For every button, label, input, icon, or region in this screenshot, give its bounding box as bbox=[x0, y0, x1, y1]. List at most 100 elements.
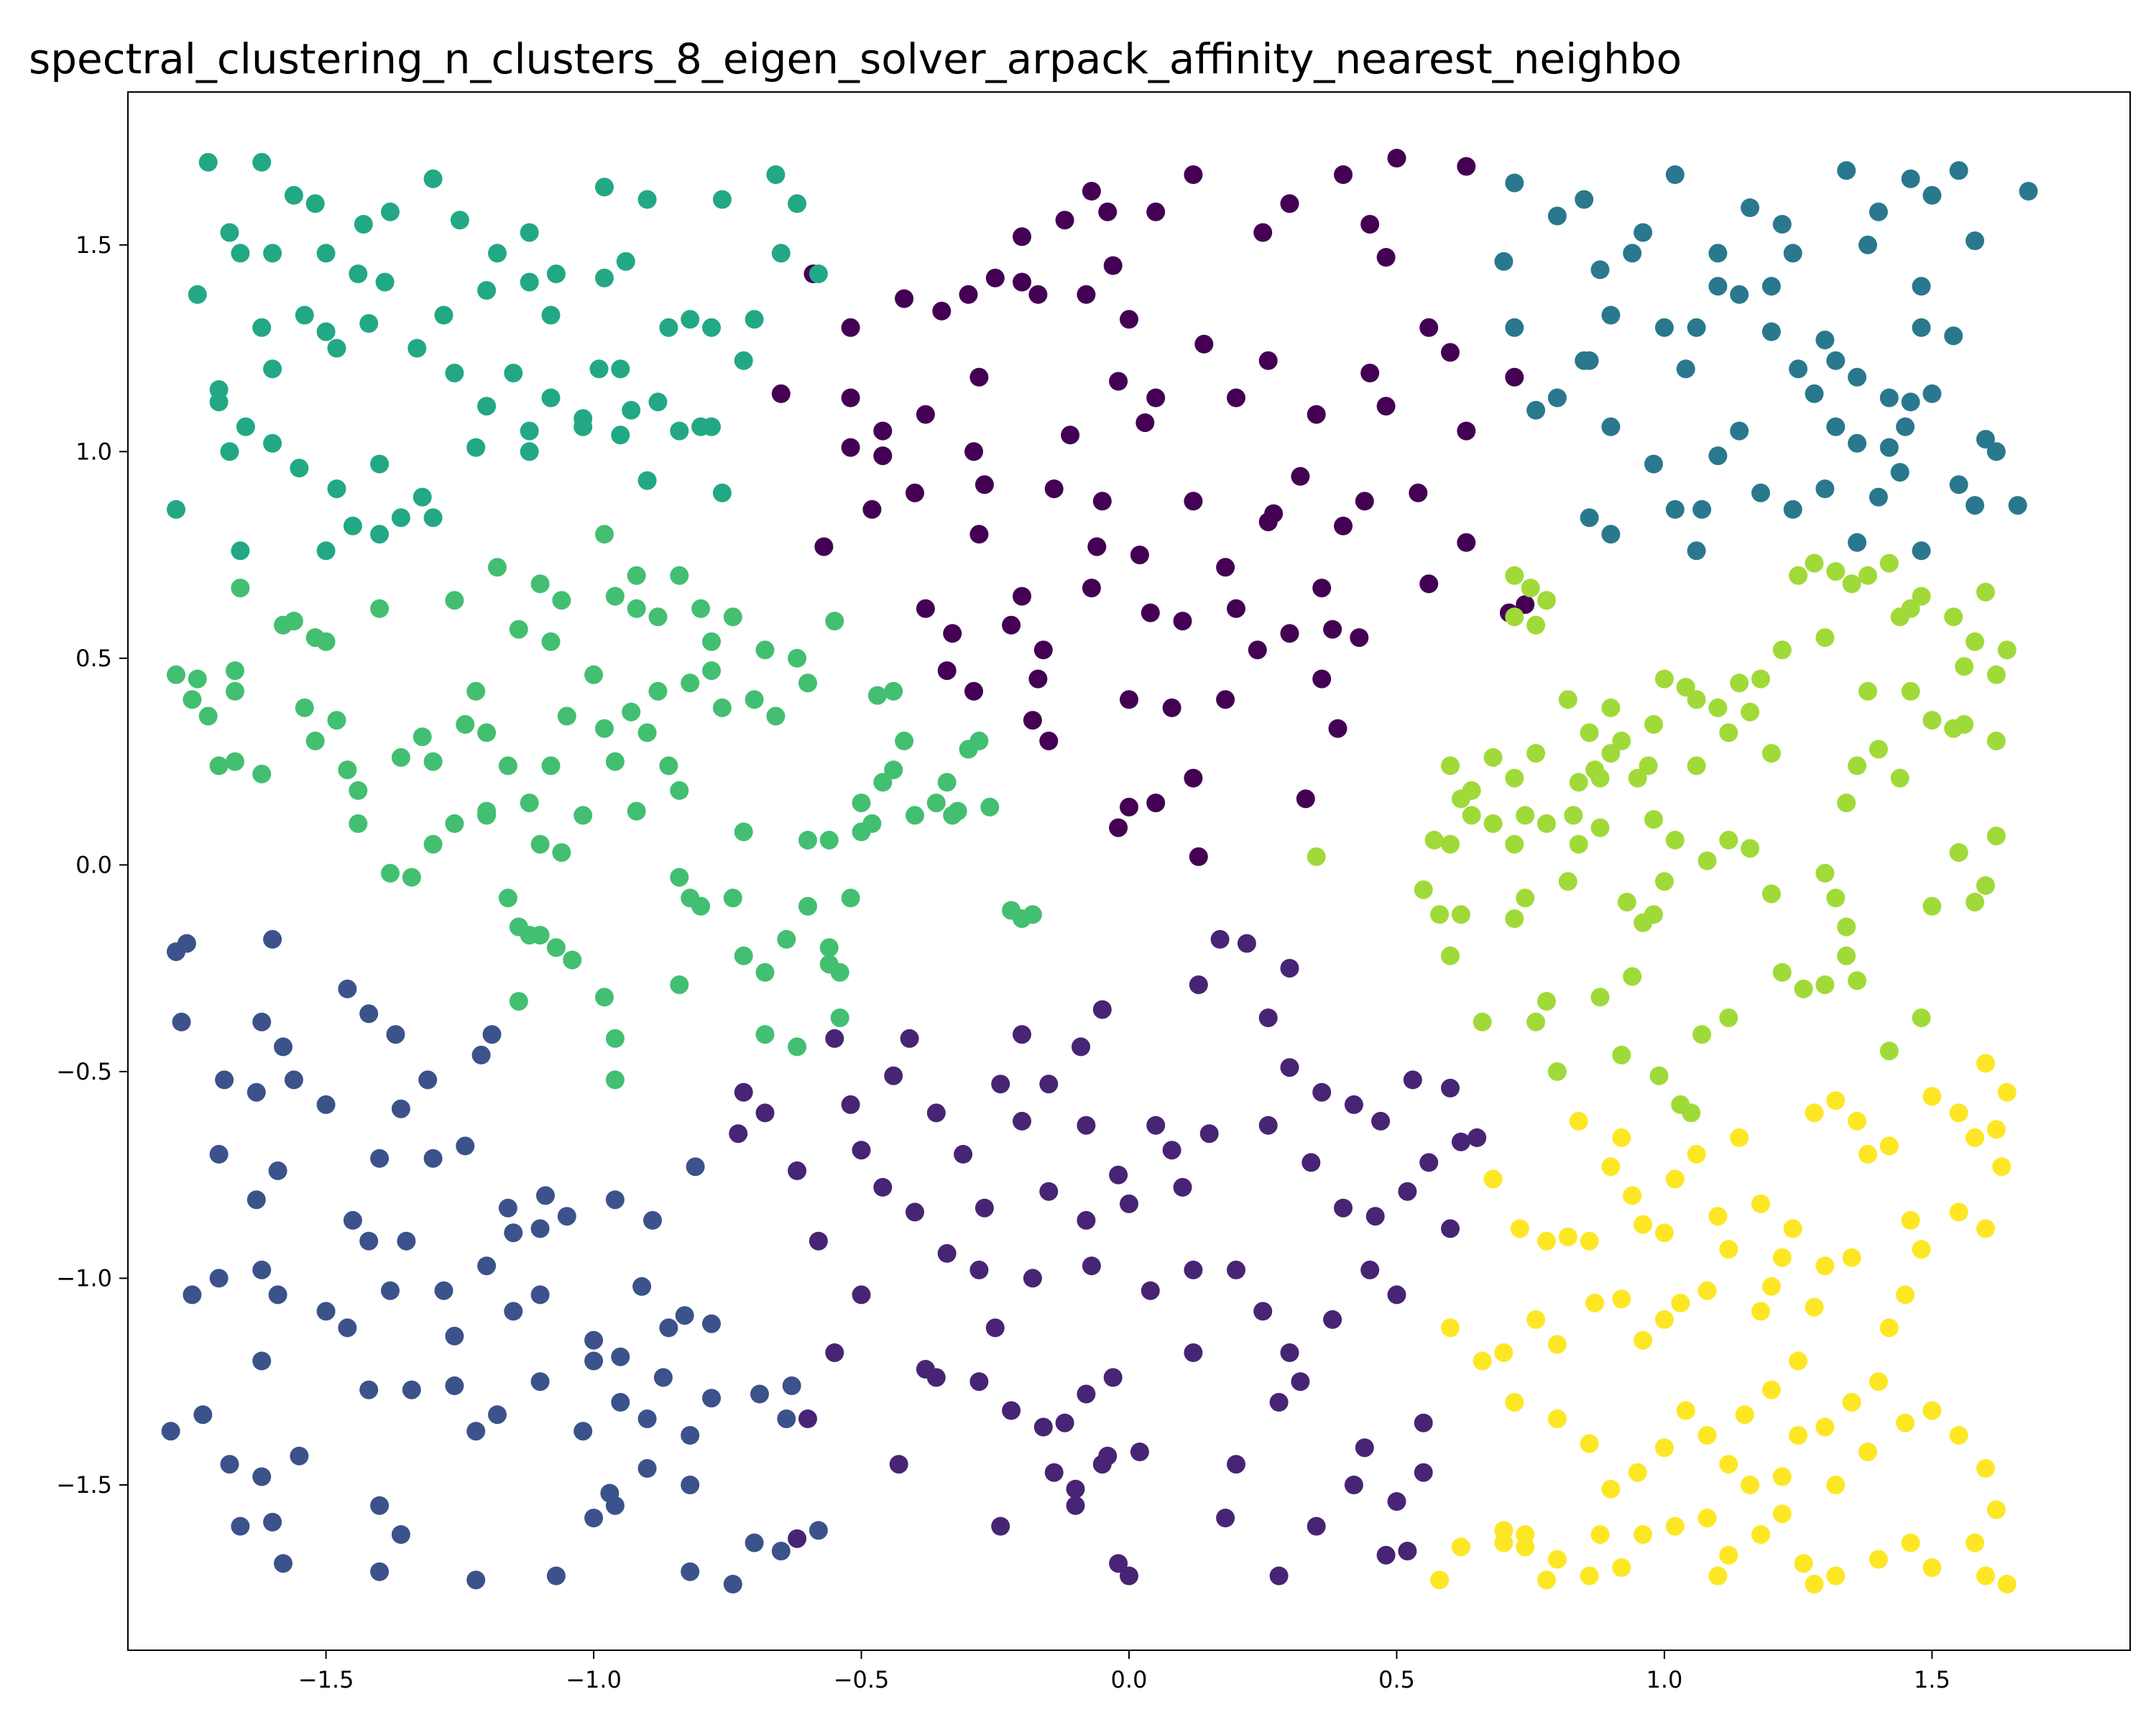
data-point bbox=[381, 863, 400, 883]
data-point bbox=[1258, 1116, 1278, 1135]
data-point bbox=[1783, 500, 1802, 519]
data-point bbox=[1634, 223, 1653, 242]
data-point bbox=[172, 1012, 191, 1031]
data-point bbox=[1441, 1078, 1460, 1098]
data-point bbox=[1687, 318, 1706, 337]
data-point bbox=[1601, 1479, 1621, 1499]
data-point bbox=[1516, 595, 1535, 615]
data-point bbox=[1772, 1248, 1792, 1267]
data-point bbox=[1901, 392, 1920, 412]
data-point bbox=[338, 979, 357, 998]
data-point bbox=[1526, 615, 1546, 635]
data-point bbox=[873, 421, 893, 441]
data-point bbox=[167, 500, 185, 519]
data-point bbox=[755, 1103, 775, 1123]
data-point bbox=[391, 1525, 410, 1544]
data-point bbox=[391, 748, 410, 767]
data-point bbox=[734, 351, 753, 370]
data-point bbox=[755, 640, 775, 660]
data-point bbox=[702, 1389, 721, 1408]
data-point bbox=[1120, 690, 1138, 709]
data-point bbox=[1997, 1082, 2017, 1102]
data-point bbox=[819, 954, 839, 974]
data-point bbox=[1848, 533, 1867, 552]
data-point bbox=[681, 1426, 700, 1445]
data-point bbox=[1039, 731, 1059, 750]
data-point bbox=[1013, 909, 1031, 929]
data-point bbox=[263, 929, 282, 949]
data-point bbox=[1949, 1103, 1968, 1123]
data-point bbox=[1505, 318, 1524, 337]
data-point bbox=[1612, 1558, 1631, 1577]
data-point bbox=[1654, 669, 1674, 689]
data-point bbox=[659, 318, 678, 337]
data-point bbox=[488, 558, 507, 577]
data-point bbox=[1473, 1012, 1492, 1031]
data-point bbox=[252, 1260, 272, 1279]
data-point bbox=[1109, 1165, 1128, 1184]
data-point bbox=[1414, 1463, 1433, 1482]
data-point bbox=[1869, 1550, 1888, 1569]
data-point bbox=[284, 612, 303, 631]
data-point bbox=[814, 537, 834, 556]
data-point bbox=[1858, 235, 1877, 254]
data-point bbox=[1719, 1008, 1738, 1028]
data-point bbox=[1761, 277, 1781, 296]
data-point bbox=[1189, 975, 1208, 995]
data-point bbox=[349, 814, 368, 833]
data-point bbox=[1976, 430, 1995, 449]
data-point bbox=[1505, 834, 1524, 854]
data-point bbox=[1580, 1566, 1599, 1586]
data-point bbox=[1719, 1455, 1738, 1474]
data-point bbox=[1708, 1566, 1728, 1586]
x-tick-label: 0.5 bbox=[1378, 1666, 1415, 1693]
data-point bbox=[295, 305, 314, 325]
data-point bbox=[595, 719, 614, 738]
data-point bbox=[862, 814, 882, 833]
data-point bbox=[1558, 1227, 1577, 1246]
data-point bbox=[1623, 967, 1642, 986]
data-point bbox=[1537, 814, 1556, 833]
data-point bbox=[1842, 1248, 1861, 1267]
data-point bbox=[1869, 202, 1888, 221]
data-point bbox=[1966, 1533, 1984, 1552]
data-point bbox=[236, 417, 255, 436]
data-point bbox=[681, 673, 700, 693]
data-point bbox=[231, 1517, 250, 1536]
data-point bbox=[530, 574, 550, 594]
data-point bbox=[1280, 959, 1299, 978]
data-point bbox=[1013, 1025, 1031, 1044]
data-point bbox=[1601, 305, 1621, 325]
data-point bbox=[985, 268, 1005, 288]
data-point bbox=[1092, 492, 1112, 511]
data-point bbox=[771, 1542, 791, 1560]
data-point bbox=[889, 1455, 908, 1474]
data-point bbox=[215, 1070, 234, 1090]
data-point bbox=[1966, 231, 1984, 250]
data-point bbox=[632, 1276, 652, 1296]
data-point bbox=[418, 1070, 438, 1090]
data-point bbox=[808, 1521, 828, 1540]
data-point bbox=[1826, 888, 1846, 908]
data-point bbox=[1623, 244, 1642, 263]
data-point bbox=[916, 405, 935, 424]
data-point bbox=[777, 1409, 796, 1428]
data-point bbox=[1826, 562, 1846, 581]
data-point bbox=[391, 508, 410, 528]
data-point bbox=[884, 760, 903, 780]
data-point bbox=[1719, 1240, 1738, 1259]
data-point bbox=[1130, 1443, 1149, 1461]
y-axis: −1.5 −1.0 −0.5 0.0 0.5 1.0 1.5 bbox=[56, 231, 128, 1499]
data-point bbox=[1687, 541, 1706, 561]
data-point bbox=[370, 454, 390, 474]
data-point bbox=[546, 1566, 566, 1586]
data-point bbox=[1494, 1533, 1514, 1552]
data-point bbox=[1879, 1318, 1899, 1338]
data-point bbox=[1146, 388, 1166, 408]
data-point bbox=[1462, 781, 1481, 800]
data-point bbox=[557, 707, 576, 726]
data-point bbox=[611, 426, 630, 445]
data-point bbox=[1227, 388, 1245, 408]
data-point bbox=[1912, 277, 1931, 296]
data-point bbox=[1815, 628, 1835, 648]
